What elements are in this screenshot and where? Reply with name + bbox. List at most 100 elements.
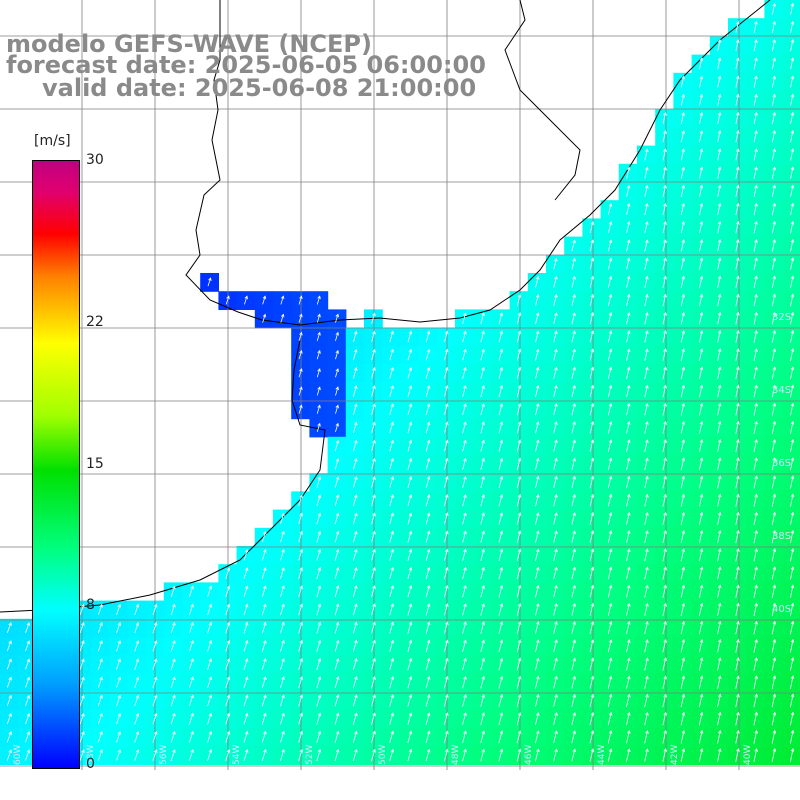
wind-arrow xyxy=(407,621,413,634)
wind-arrow xyxy=(790,202,795,216)
wind-arrow xyxy=(262,295,267,305)
wind-arrow xyxy=(334,748,340,762)
wind-arrow xyxy=(516,566,522,580)
wind-arrow xyxy=(735,39,740,52)
wind-arrow xyxy=(680,620,686,635)
wind-arrow xyxy=(589,348,595,361)
wind-arrow xyxy=(717,293,722,307)
wind-arrow xyxy=(698,657,704,671)
longitude-label: 54W xyxy=(232,745,242,765)
wind-arrow xyxy=(371,439,376,452)
wind-arrow xyxy=(170,694,176,707)
wind-arrow xyxy=(316,404,321,414)
wind-arrow xyxy=(498,566,504,580)
wind-arrow xyxy=(316,712,322,725)
wind-arrow xyxy=(316,349,321,360)
wind-arrow xyxy=(152,730,158,743)
wind-arrow xyxy=(444,348,449,361)
wind-arrow xyxy=(589,421,595,434)
wind-arrow xyxy=(571,657,576,671)
wind-arrow xyxy=(789,747,795,762)
wind-arrow xyxy=(116,621,121,634)
wind-arrow xyxy=(717,529,722,544)
wind-arrow xyxy=(407,421,413,434)
wind-arrow xyxy=(753,20,758,33)
wind-arrow xyxy=(462,312,467,325)
wind-arrow xyxy=(662,439,667,452)
wind-arrow xyxy=(553,293,558,306)
wind-arrow xyxy=(662,257,667,270)
wind-arrow xyxy=(735,548,740,562)
wind-arrow xyxy=(644,566,649,580)
wind-arrow xyxy=(790,529,795,544)
coastline xyxy=(0,0,771,613)
wind-arrow xyxy=(735,711,740,726)
wind-arrow xyxy=(535,293,540,306)
wind-arrow xyxy=(116,694,122,707)
wind-arrow xyxy=(680,166,685,179)
wind-arrow xyxy=(443,657,449,671)
wind-arrow xyxy=(662,548,667,562)
wind-arrow xyxy=(790,293,795,307)
wind-arrow xyxy=(571,675,576,689)
wind-arrow xyxy=(753,111,758,125)
wind-arrow xyxy=(662,166,667,179)
wind-arrow xyxy=(407,694,413,707)
wind-arrow xyxy=(771,202,776,216)
wind-arrow xyxy=(389,694,394,707)
wind-arrow xyxy=(771,529,777,544)
wind-arrow xyxy=(316,476,322,488)
wind-arrow xyxy=(389,348,394,361)
wind-arrow xyxy=(516,693,522,707)
wind-arrow xyxy=(699,93,704,106)
wind-arrow xyxy=(607,475,613,489)
wind-arrow xyxy=(462,621,467,634)
wind-arrow xyxy=(389,494,394,507)
wind-arrow xyxy=(571,602,576,616)
wind-arrow xyxy=(498,675,504,689)
wind-arrow xyxy=(79,712,85,725)
wind-arrow xyxy=(371,457,376,470)
wind-arrow xyxy=(352,639,358,652)
wind-arrow xyxy=(279,730,285,743)
wind-arrow xyxy=(662,293,667,307)
latitude-label: 34S xyxy=(772,385,791,396)
colorbar-unit-label: [m/s] xyxy=(34,133,71,149)
wind-arrow xyxy=(425,657,431,671)
longitude-label: 52W xyxy=(305,745,315,765)
wind-arrow xyxy=(371,712,376,725)
wind-arrow xyxy=(790,93,795,106)
wind-arrow xyxy=(516,675,522,689)
wind-arrow xyxy=(407,566,413,580)
wind-arrow xyxy=(498,730,504,744)
wind-arrow xyxy=(152,694,158,707)
wind-arrow xyxy=(553,512,558,525)
wind-arrow xyxy=(498,639,504,653)
wind-arrow xyxy=(298,313,303,323)
wind-arrow xyxy=(662,239,667,252)
wind-arrow xyxy=(644,511,649,525)
wind-arrow xyxy=(680,530,686,544)
wind-arrow xyxy=(717,420,722,434)
wind-arrow xyxy=(516,384,522,398)
wind-arrow xyxy=(480,621,485,634)
wind-arrow xyxy=(316,295,321,305)
wind-arrow xyxy=(589,566,595,580)
colorbar-tick-label: 22 xyxy=(86,313,104,330)
wind-arrow xyxy=(589,402,595,416)
wind-arrow xyxy=(480,548,485,561)
wind-arrow xyxy=(735,275,740,289)
wind-arrow xyxy=(680,75,685,88)
wind-arrow xyxy=(389,330,394,343)
wind-arrow xyxy=(170,676,176,688)
wind-arrow xyxy=(553,730,558,744)
wind-speed-cells xyxy=(0,0,800,765)
wind-arrow xyxy=(626,348,631,361)
wind-arrow xyxy=(280,676,285,689)
wind-arrow xyxy=(352,439,358,452)
wind-arrow xyxy=(735,348,740,361)
wind-arrow xyxy=(389,457,394,470)
wind-arrow xyxy=(389,712,394,725)
wind-arrow xyxy=(735,457,740,471)
wind-arrow xyxy=(225,676,231,689)
